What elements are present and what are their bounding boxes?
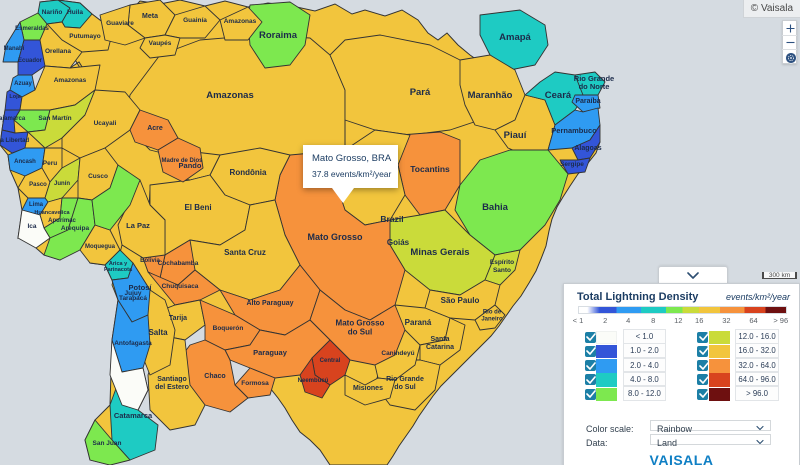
svg-text:Huancavelica: Huancavelica bbox=[34, 210, 70, 216]
svg-text:Sergipe: Sergipe bbox=[560, 161, 584, 168]
svg-text:Ucayali: Ucayali bbox=[94, 120, 117, 127]
svg-text:Janeiro: Janeiro bbox=[481, 317, 503, 323]
svg-text:Manabí: Manabí bbox=[4, 46, 25, 52]
svg-text:Rondônia: Rondônia bbox=[230, 168, 267, 177]
svg-text:Madre de Dios: Madre de Dios bbox=[161, 158, 203, 164]
svg-text:Pernambuco: Pernambuco bbox=[551, 126, 597, 135]
svg-text:Mato Grosso: Mato Grosso bbox=[307, 232, 363, 242]
svg-text:Moquegua: Moquegua bbox=[85, 244, 116, 250]
svg-text:Amapá: Amapá bbox=[499, 32, 531, 43]
svg-text:Bahia: Bahia bbox=[482, 202, 509, 213]
svg-text:Catamarca: Catamarca bbox=[114, 411, 153, 420]
svg-text:Boquerón: Boquerón bbox=[213, 325, 244, 332]
svg-text:Cochabamba: Cochabamba bbox=[158, 260, 199, 267]
svg-text:Piauí: Piauí bbox=[504, 130, 527, 141]
svg-text:del Estero: del Estero bbox=[155, 384, 189, 391]
svg-text:Arequipa: Arequipa bbox=[61, 225, 90, 232]
svg-text:Santa: Santa bbox=[430, 336, 449, 343]
svg-text:Loja: Loja bbox=[9, 94, 21, 100]
svg-text:La Paz: La Paz bbox=[126, 221, 150, 230]
svg-text:La Libertad: La Libertad bbox=[0, 138, 30, 144]
svg-text:Mato Grosso: Mato Grosso bbox=[336, 319, 385, 328]
svg-text:Tarapacá: Tarapacá bbox=[119, 295, 147, 302]
svg-text:Paraguay: Paraguay bbox=[253, 348, 288, 357]
svg-text:do Sul: do Sul bbox=[394, 384, 415, 391]
svg-text:Junín: Junín bbox=[54, 181, 70, 187]
svg-text:Guaviare: Guaviare bbox=[106, 20, 134, 27]
svg-text:Paraná: Paraná bbox=[405, 318, 432, 327]
svg-text:Azuay: Azuay bbox=[14, 81, 32, 87]
svg-text:Catarina: Catarina bbox=[426, 344, 454, 351]
svg-text:Bolivia: Bolivia bbox=[140, 258, 160, 264]
svg-text:Chaco: Chaco bbox=[204, 373, 225, 380]
svg-text:San Juan: San Juan bbox=[93, 440, 122, 447]
svg-text:Goiás: Goiás bbox=[387, 238, 410, 247]
svg-text:Santo: Santo bbox=[493, 267, 511, 274]
svg-text:Ecuador: Ecuador bbox=[18, 58, 43, 64]
svg-text:Ica: Ica bbox=[27, 223, 36, 230]
svg-text:Peru: Peru bbox=[43, 160, 57, 167]
svg-text:Roraima: Roraima bbox=[259, 30, 298, 41]
svg-text:Ceará: Ceará bbox=[545, 90, 572, 101]
svg-text:Amazonas: Amazonas bbox=[54, 77, 87, 84]
svg-text:do Norte: do Norte bbox=[579, 82, 610, 91]
svg-text:Orellana: Orellana bbox=[45, 48, 71, 55]
svg-text:El Beni: El Beni bbox=[184, 203, 211, 212]
svg-text:Santa Cruz: Santa Cruz bbox=[224, 248, 266, 257]
svg-text:Formosa: Formosa bbox=[241, 380, 269, 387]
svg-text:Tocantins: Tocantins bbox=[410, 164, 450, 174]
svg-text:Rio Grande: Rio Grande bbox=[386, 376, 424, 383]
svg-text:Huila: Huila bbox=[67, 9, 83, 16]
svg-text:Esmeraldas: Esmeraldas bbox=[15, 26, 49, 32]
svg-text:Putumayo: Putumayo bbox=[69, 33, 100, 40]
svg-text:Amazonas: Amazonas bbox=[224, 18, 257, 25]
svg-text:Brazil: Brazil bbox=[380, 214, 403, 224]
svg-text:Apurímac: Apurímac bbox=[48, 218, 76, 224]
svg-text:Salta: Salta bbox=[148, 328, 168, 337]
svg-text:Arica y: Arica y bbox=[109, 261, 128, 267]
svg-text:Alagoas: Alagoas bbox=[574, 145, 601, 152]
svg-text:San Martín: San Martín bbox=[38, 115, 71, 122]
svg-text:Pará: Pará bbox=[410, 87, 431, 98]
svg-text:Cajamarca: Cajamarca bbox=[0, 116, 26, 122]
svg-text:Misiones: Misiones bbox=[353, 385, 383, 392]
svg-text:do Sul: do Sul bbox=[348, 328, 372, 337]
svg-text:Canindeyú: Canindeyú bbox=[381, 350, 414, 357]
svg-text:Maranhão: Maranhão bbox=[468, 90, 513, 101]
svg-text:Nariño: Nariño bbox=[42, 9, 63, 16]
svg-text:Ancash: Ancash bbox=[14, 159, 36, 165]
svg-text:Vaupés: Vaupés bbox=[149, 40, 172, 47]
svg-text:Alto Paraguay: Alto Paraguay bbox=[246, 300, 293, 307]
svg-text:Acre: Acre bbox=[147, 125, 163, 132]
svg-text:Guainía: Guainía bbox=[183, 17, 207, 24]
svg-text:Pasco: Pasco bbox=[29, 182, 47, 188]
svg-text:Paraíba: Paraíba bbox=[575, 98, 600, 105]
svg-text:São Paulo: São Paulo bbox=[441, 296, 480, 305]
svg-text:Espírito: Espírito bbox=[490, 259, 514, 266]
svg-text:Amazonas: Amazonas bbox=[206, 90, 254, 101]
svg-text:Antofagasta: Antofagasta bbox=[114, 340, 152, 347]
svg-text:Tarija: Tarija bbox=[169, 315, 187, 322]
svg-text:Neembucú: Neembucú bbox=[298, 378, 329, 384]
svg-text:Lima: Lima bbox=[29, 202, 44, 208]
svg-text:Meta: Meta bbox=[142, 13, 158, 20]
svg-text:Santiago: Santiago bbox=[157, 376, 187, 383]
svg-text:Chuquisaca: Chuquisaca bbox=[162, 283, 199, 290]
svg-text:Rio de: Rio de bbox=[483, 310, 502, 316]
svg-text:Parinacota: Parinacota bbox=[104, 267, 133, 273]
svg-text:Central: Central bbox=[320, 358, 341, 364]
svg-text:Minas Gerais: Minas Gerais bbox=[410, 247, 469, 258]
svg-text:Cusco: Cusco bbox=[88, 173, 108, 180]
